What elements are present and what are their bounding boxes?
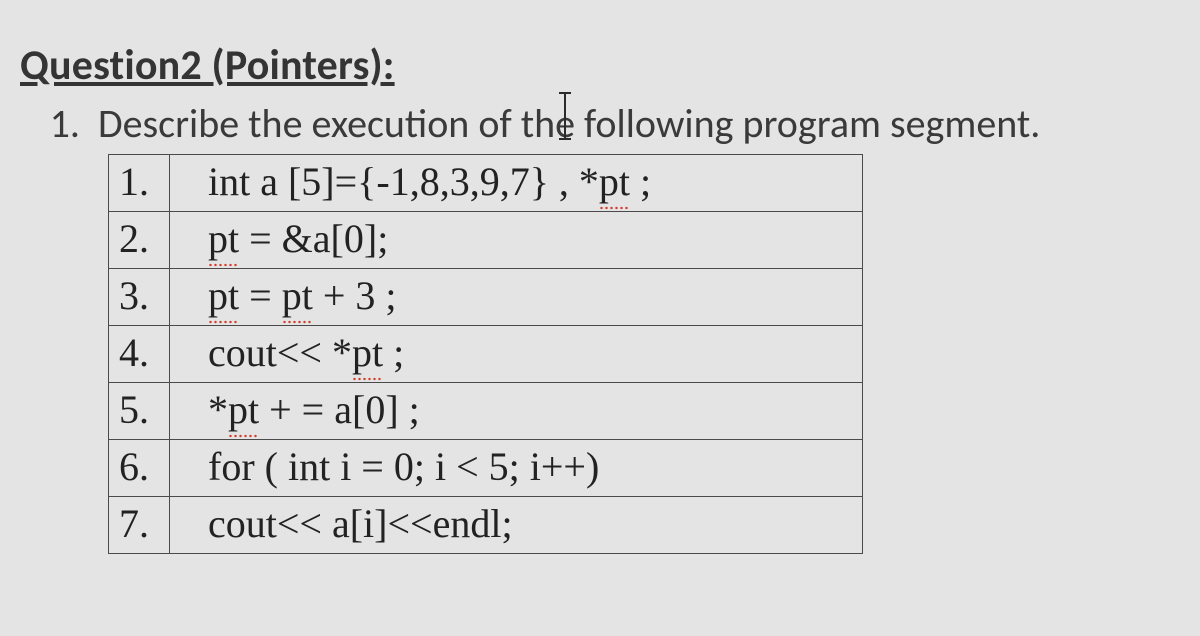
table-row: 4. cout<< *pt ; [109,326,863,383]
table-row: 1. int a [5]={-1,8,3,9,7} , *pt ; [109,155,863,212]
line-number: 1. [109,155,170,212]
squiggle-text: pt [282,271,313,321]
code-cell: cout<< a[i]<<endl; [170,497,863,554]
code-pre: for ( int i = 0; i < 5; i++) [208,444,599,489]
squiggle-text: pt [352,328,383,378]
code-cell: for ( int i = 0; i < 5; i++) [170,440,863,497]
line-number: 5. [109,383,170,440]
table-row: 7. cout<< a[i]<<endl; [109,497,863,554]
code-cell: pt = &a[0]; [170,212,863,269]
code-body: 1. int a [5]={-1,8,3,9,7} , *pt ; 2. pt … [109,155,863,554]
code-pre: * [208,387,228,432]
line-number: 3. [109,269,170,326]
code-table: 1. int a [5]={-1,8,3,9,7} , *pt ; 2. pt … [108,154,863,554]
code-pre: int a [5]={-1,8,3,9,7} , * [208,159,599,204]
squiggle-text: pt [599,157,630,207]
code-post: ; [630,159,651,204]
code-post: + 3 ; [313,273,397,318]
page: Question2 (Pointers): 1. Describe the ex… [0,0,1200,574]
code-pre: cout<< * [208,330,352,375]
code-cell: int a [5]={-1,8,3,9,7} , *pt ; [170,155,863,212]
task-number: 1. [20,99,98,148]
code-cell: pt = pt + 3 ; [170,269,863,326]
task-text-after: following program segment. [575,99,1040,148]
task-row: 1. Describe the execution of the followi… [20,99,1180,148]
code-cell: cout<< *pt ; [170,326,863,383]
squiggle-text: pt [228,385,259,435]
line-number: 6. [109,440,170,497]
table-row: 3. pt = pt + 3 ; [109,269,863,326]
task-text: Describe the execution of the following … [98,99,1180,148]
table-row: 6. for ( int i = 0; i < 5; i++) [109,440,863,497]
code-pre: cout<< a[i]<<endl; [208,501,513,546]
text-cursor-icon: e [555,99,575,148]
caret-char: e [555,99,575,148]
squiggle-text: pt [208,271,239,321]
line-number: 2. [109,212,170,269]
table-row: 2. pt = &a[0]; [109,212,863,269]
code-post: = &a[0]; [239,216,388,261]
code-post: + = a[0] ; [259,387,420,432]
squiggle-text: pt [208,214,239,264]
code-mid: = [239,273,282,318]
code-block: 1. int a [5]={-1,8,3,9,7} , *pt ; 2. pt … [108,154,1180,554]
question-heading: Question2 (Pointers): [20,40,1180,91]
code-cell: *pt + = a[0] ; [170,383,863,440]
table-row: 5. *pt + = a[0] ; [109,383,863,440]
task-text-before: Describe the execution of th [98,99,555,148]
line-number: 4. [109,326,170,383]
code-post: ; [383,330,404,375]
line-number: 7. [109,497,170,554]
